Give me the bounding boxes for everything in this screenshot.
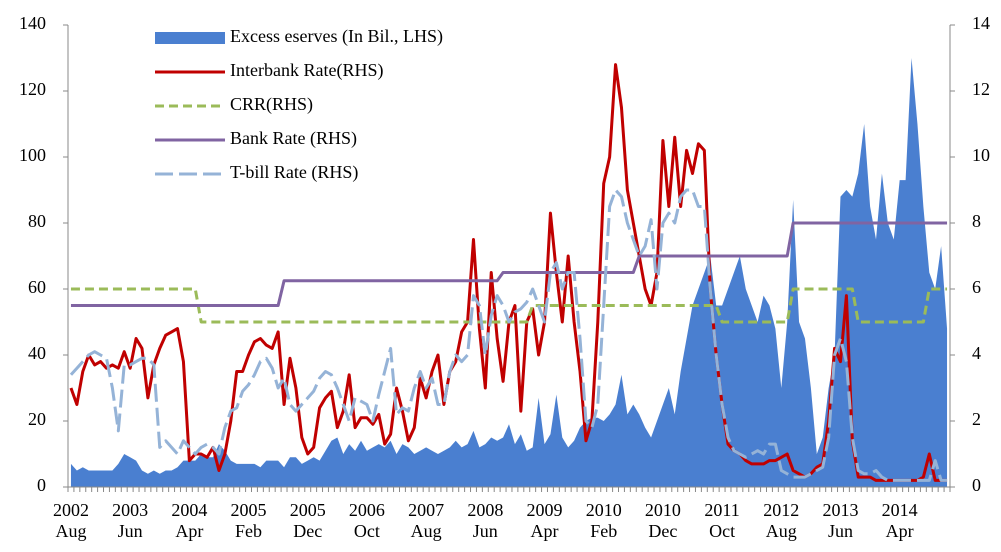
y2-tick-label: 8 <box>972 211 981 231</box>
y-tick-label: 40 <box>28 343 46 363</box>
y2-tick-label: 4 <box>972 343 981 363</box>
x-tick-label: 2014 Apr <box>881 500 918 541</box>
legend-label: Interbank Rate(RHS) <box>230 60 383 81</box>
y2-tick-label: 2 <box>972 409 981 429</box>
y-tick-label: 140 <box>19 13 46 33</box>
y-tick-label: 100 <box>19 145 46 165</box>
y2-tick-label: 0 <box>972 475 981 495</box>
legend-label: T-bill Rate (RHS) <box>230 162 358 183</box>
y2-tick-label: 10 <box>972 145 990 165</box>
x-tick-label: 2010 Feb <box>585 500 622 541</box>
y2-tick-label: 6 <box>972 277 981 297</box>
legend-label: Bank Rate (RHS) <box>230 128 357 149</box>
x-tick-label: 2005 Dec <box>289 500 326 541</box>
y-tick-label: 120 <box>19 79 46 99</box>
x-tick-label: 2003 Jun <box>112 500 149 541</box>
x-tick-label: 2002 Aug <box>52 500 89 541</box>
x-tick-label: 2009 Apr <box>526 500 563 541</box>
x-tick-label: 2012 Aug <box>763 500 800 541</box>
line <box>70 221 948 307</box>
y-tick-label: 0 <box>37 475 46 495</box>
x-tick-label: 2013 Jun <box>822 500 859 541</box>
x-tick-label: 2011 Oct <box>704 500 740 541</box>
x-tick-label: 2007 Aug <box>408 500 445 541</box>
y-tick-label: 60 <box>28 277 46 297</box>
legend-label: CRR(RHS) <box>230 94 313 115</box>
y2-tick-label: 12 <box>972 79 990 99</box>
legend-swatch <box>155 32 225 44</box>
area <box>70 58 948 487</box>
y-tick-label: 80 <box>28 211 46 231</box>
x-tick-label: 2006 Oct <box>348 500 385 541</box>
x-tick-label: 2008 Jun <box>467 500 504 541</box>
x-tick-label: 2005 Feb <box>230 500 267 541</box>
x-tick-label: 2004 Apr <box>171 500 208 541</box>
y2-tick-label: 14 <box>972 13 990 33</box>
legend-label: Excess eserves (In Bil., LHS) <box>230 26 443 47</box>
y-tick-label: 20 <box>28 409 46 429</box>
x-tick-label: 2010 Dec <box>644 500 681 541</box>
line <box>69 188 948 482</box>
